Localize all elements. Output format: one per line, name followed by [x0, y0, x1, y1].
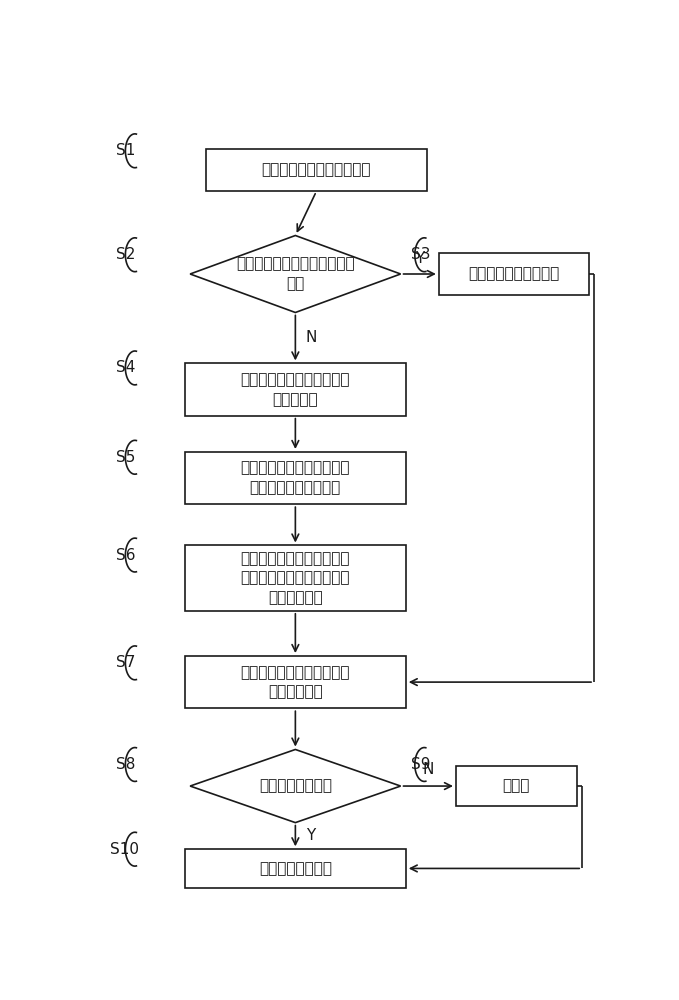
Text: 输入数据为正数？: 输入数据为正数？ [259, 779, 332, 794]
Text: S3: S3 [411, 247, 430, 262]
FancyBboxPatch shape [206, 149, 427, 191]
Text: S7: S7 [117, 655, 136, 670]
Text: S8: S8 [117, 757, 136, 772]
FancyBboxPatch shape [185, 363, 406, 416]
Text: 对拟合部和非拆拟合分别进
行处理，得到第一运算结果
和第二运结果: 对拟合部和非拆拟合分别进 行处理，得到第一运算结果 和第二运结果 [240, 551, 350, 605]
Text: Y: Y [415, 251, 424, 266]
Text: 输出最终运算结果: 输出最终运算结果 [259, 861, 332, 876]
Text: S10: S10 [110, 842, 139, 857]
Text: S6: S6 [117, 548, 136, 563]
FancyBboxPatch shape [185, 656, 406, 708]
Text: 绝对值是否位于特定拟合区间
内？: 绝对值是否位于特定拟合区间 内？ [236, 257, 354, 291]
Text: 获取第一运算结果和第二运
算结果的乘积: 获取第一运算结果和第二运 算结果的乘积 [240, 665, 350, 700]
Polygon shape [190, 235, 401, 312]
FancyBboxPatch shape [185, 545, 406, 611]
Text: S4: S4 [117, 360, 136, 375]
Text: 获取输入数据，并取绝对值: 获取输入数据，并取绝对值 [261, 163, 371, 178]
FancyBboxPatch shape [185, 849, 406, 888]
Text: 取倒数: 取倒数 [502, 779, 530, 794]
Text: S1: S1 [117, 143, 136, 158]
FancyBboxPatch shape [456, 766, 577, 806]
Text: 对绝对值进行拟合运算: 对绝对值进行拟合运算 [468, 266, 559, 282]
Text: Y: Y [306, 828, 316, 843]
Text: 对移位数据进行拆分处理，
得到拟合部和非拟合部: 对移位数据进行拆分处理， 得到拟合部和非拟合部 [240, 461, 350, 495]
Text: S5: S5 [117, 450, 136, 465]
Polygon shape [190, 749, 401, 823]
Text: N: N [306, 330, 317, 345]
Text: 对绝对值进行移位处理，得
到移位数据: 对绝对值进行移位处理，得 到移位数据 [240, 372, 350, 407]
Text: S9: S9 [411, 757, 430, 772]
Text: N: N [422, 762, 434, 777]
Text: S2: S2 [117, 247, 136, 262]
FancyBboxPatch shape [439, 253, 589, 295]
FancyBboxPatch shape [185, 452, 406, 504]
